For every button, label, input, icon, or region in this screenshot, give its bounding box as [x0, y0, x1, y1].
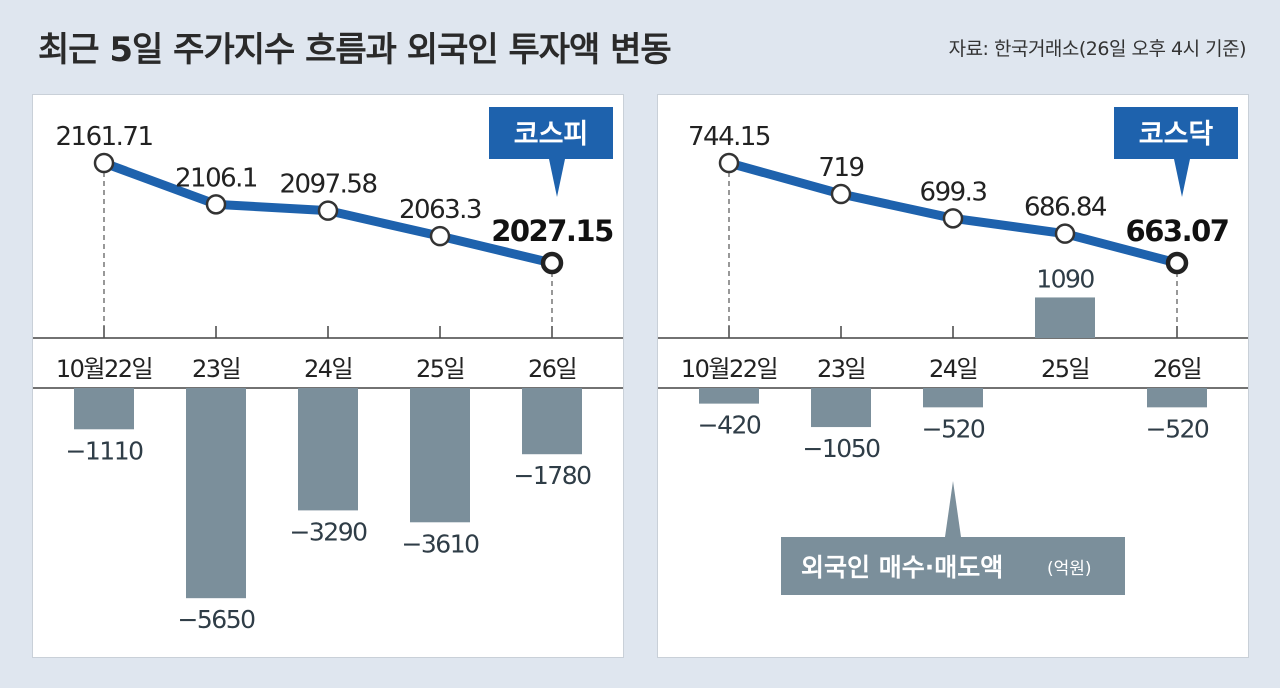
kospi-bar — [410, 388, 470, 523]
kospi-index-value: 2097.58 — [279, 170, 376, 200]
kospi-chart-panel: −1110 −5650 −3290 −3610 −1780 10월22일 23일 24일 25일… — [32, 94, 624, 658]
legend-unit: (억원) — [1047, 559, 1092, 579]
kosdaq-bar-label: −520 — [1146, 414, 1209, 443]
page-title: 최근 5일 주가지수 흐름과 외국인 투자액 변동 — [38, 30, 672, 70]
kosdaq-category-label: 25일 — [1041, 355, 1089, 383]
kosdaq-badge-pointer — [1174, 159, 1190, 197]
kospi-bar — [186, 388, 246, 599]
kospi-index-point — [429, 225, 451, 247]
kosdaq-bar — [699, 388, 759, 404]
kospi-index-value: 2161.71 — [55, 122, 152, 152]
kosdaq-index-value: 744.15 — [688, 122, 770, 152]
kosdaq-category-label: 24일 — [929, 355, 977, 383]
kosdaq-chart: −420 −1050 −520 1090 −520 10월22일 23일 24일 25일 26일 7… — [658, 107, 1248, 595]
kosdaq-index-value: 719 — [818, 153, 863, 183]
legend-pointer — [945, 481, 961, 537]
kospi-category-label: 25일 — [416, 355, 464, 383]
kosdaq-index-point — [718, 152, 740, 174]
kospi-badge-pointer — [549, 159, 565, 197]
legend-box — [781, 537, 1125, 595]
kosdaq-bar-label: −420 — [698, 411, 761, 440]
kosdaq-index-value: 663.07 — [1126, 214, 1229, 248]
kospi-category-label: 10월22일 — [56, 355, 152, 383]
kosdaq-category-label: 23일 — [817, 355, 865, 383]
kosdaq-index-value: 686.84 — [1024, 193, 1107, 223]
kosdaq-index-point — [1165, 251, 1189, 275]
kosdaq-category-label: 10월22일 — [681, 355, 777, 383]
kospi-bar — [74, 388, 134, 430]
kospi-bar-label: −5650 — [177, 605, 255, 634]
kospi-category-label: 23일 — [192, 355, 240, 383]
kospi-index-point — [93, 152, 115, 174]
source-note: 자료: 한국거래소(26일 오후 4시 기준) — [948, 38, 1247, 60]
kospi-category-label: 26일 — [528, 355, 576, 383]
kospi-index-point — [205, 194, 227, 215]
kospi-index-value: 2027.15 — [491, 214, 613, 248]
kosdaq-badge-title: 코스닥 — [1139, 119, 1214, 150]
kosdaq-index-point — [942, 208, 964, 229]
kospi-bar-label: −1110 — [65, 436, 143, 465]
kospi-index-point — [317, 200, 339, 221]
kospi-index-value: 2063.3 — [399, 195, 481, 225]
kosdaq-bar-label: −520 — [922, 414, 985, 443]
legend-label: 외국인 매수·매도액 — [801, 553, 1003, 582]
kosdaq-index-point — [830, 183, 852, 205]
kosdaq-badge — [1114, 107, 1238, 159]
kospi-badge — [489, 107, 613, 159]
kosdaq-bar — [1035, 297, 1095, 338]
kosdaq-bar-label: −1050 — [802, 434, 880, 463]
kosdaq-chart-panel: −420 −1050 −520 1090 −520 10월22일 23일 24일 25일 26일 7… — [657, 94, 1249, 658]
kosdaq-bar-label: 1090 — [1036, 264, 1094, 293]
kospi-chart: −1110 −5650 −3290 −3610 −1780 10월22일 23일 24일 25일… — [33, 107, 623, 634]
kosdaq-index-point — [1054, 223, 1076, 244]
kosdaq-bar — [1147, 388, 1207, 408]
kospi-category-label: 24일 — [304, 355, 352, 383]
kosdaq-bar — [811, 388, 871, 428]
kospi-bar-label: −3290 — [289, 517, 367, 546]
kospi-index-point — [540, 251, 564, 275]
kospi-bar-label: −1780 — [513, 461, 591, 490]
kospi-bar-label: −3610 — [401, 529, 479, 558]
kospi-bar — [522, 388, 582, 455]
kosdaq-index-value: 699.3 — [920, 177, 987, 207]
kospi-index-value: 2106.1 — [175, 163, 257, 193]
kosdaq-bar — [923, 388, 983, 408]
kospi-bar — [298, 388, 358, 511]
kosdaq-category-label: 26일 — [1153, 355, 1201, 383]
kospi-badge-title: 코스피 — [514, 119, 589, 150]
